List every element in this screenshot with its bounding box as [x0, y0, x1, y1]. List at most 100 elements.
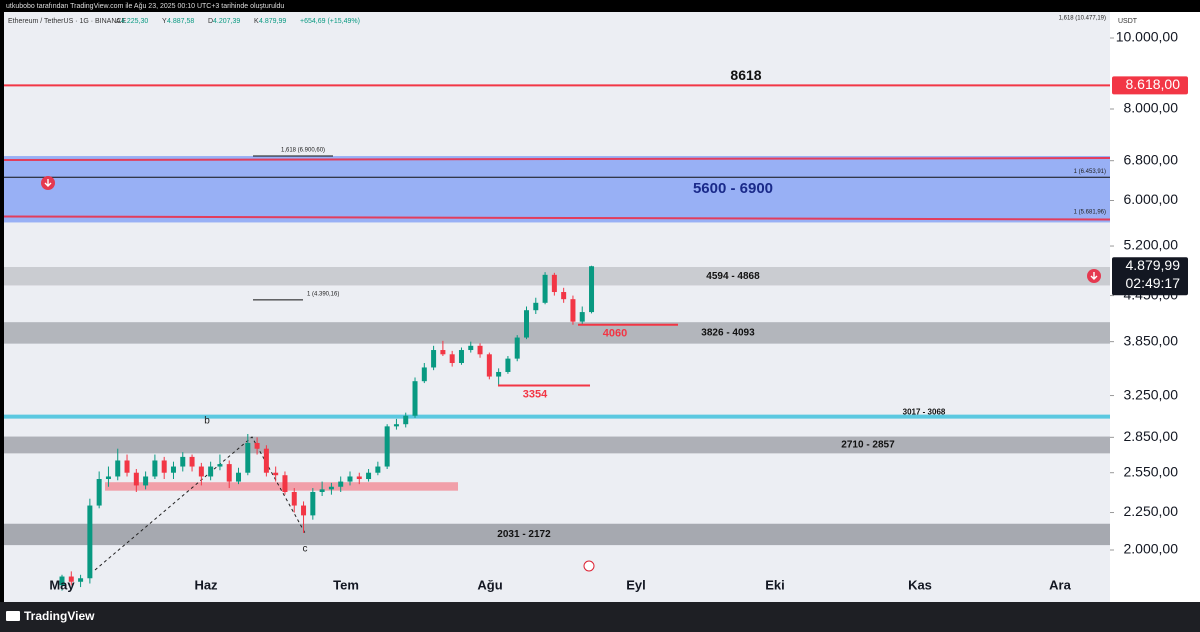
zone-label: 5600 - 6900	[693, 180, 773, 197]
fib-label: 1 (4.390,16)	[307, 291, 339, 297]
candle-body	[579, 312, 585, 322]
candle-body	[245, 442, 251, 473]
price-axis	[1110, 12, 1200, 602]
wave-path	[94, 436, 306, 571]
candle-body	[421, 367, 427, 382]
candle-body	[524, 310, 529, 338]
candle-body	[115, 460, 121, 477]
support-label: 4060	[603, 328, 627, 340]
candle-body	[152, 460, 158, 477]
zone-label: 2710 - 2857	[841, 440, 895, 451]
candle-body	[561, 292, 567, 300]
candle-body	[273, 472, 279, 476]
price-tag	[1112, 76, 1188, 95]
price-tick-label: 2.550,00	[1124, 463, 1179, 479]
candle-body	[208, 466, 214, 477]
candle-body	[226, 464, 232, 482]
candle-body	[570, 299, 576, 322]
candle-body	[542, 274, 548, 303]
level-label: 8618	[730, 67, 761, 83]
candle-body	[59, 576, 65, 586]
candle-body	[161, 460, 167, 473]
time-label: Eki	[765, 577, 785, 592]
candle-body	[477, 345, 483, 355]
alert-arrow	[1090, 272, 1098, 280]
candle-body	[68, 576, 74, 582]
candle-body	[263, 448, 269, 473]
candle-body	[328, 486, 334, 490]
ohlc-value: 4.879,99	[259, 18, 286, 25]
price-tick-label: 2.250,00	[1124, 503, 1179, 519]
candle-body	[310, 491, 316, 516]
candle-body	[170, 466, 176, 473]
price-tick-label: 10.000,00	[1116, 29, 1178, 45]
fib-label: 1 (6.453,91)	[1074, 169, 1106, 175]
ohlc-key: K	[254, 18, 259, 25]
branding: TradingView	[24, 609, 95, 623]
price-tick-label: 5.200,00	[1124, 237, 1179, 253]
price-tick-label: 6.800,00	[1124, 151, 1179, 167]
credit: utkubobo tarafından TradingView.com ile …	[6, 3, 284, 10]
zone	[4, 436, 1110, 454]
ohlc-key: Y	[162, 18, 167, 25]
candle-body	[384, 426, 390, 467]
candle-body	[301, 505, 307, 516]
candle-body	[198, 466, 204, 477]
candle-body	[431, 350, 437, 368]
candle-body	[291, 491, 297, 506]
candle-body	[366, 472, 372, 480]
fib-label: 1 (5.681,96)	[1074, 209, 1106, 215]
fib-label: 1,618 (6.900,60)	[281, 148, 325, 154]
zone-edge	[3, 157, 1111, 162]
zone	[4, 523, 1110, 546]
candle-body	[319, 489, 325, 492]
candle-body	[338, 481, 344, 487]
zone-edge	[3, 215, 1111, 221]
time-label: Kas	[908, 577, 932, 592]
ohlc-key: A	[116, 18, 121, 25]
candle-body	[393, 424, 399, 427]
candle-body	[440, 350, 446, 355]
candle-body	[375, 466, 381, 473]
fib-label: 1,618 (10.477,19)	[1059, 16, 1106, 22]
time-label: Ağu	[477, 577, 502, 592]
time-label: Tem	[333, 577, 359, 592]
price-tick-label: 8.000,00	[1124, 100, 1179, 116]
candle-body	[468, 345, 474, 351]
candle-body	[96, 479, 102, 506]
candle-body	[180, 456, 186, 467]
ohlc-value: 4.225,30	[121, 18, 148, 25]
support-label: 3354	[523, 388, 548, 400]
price-tick-label: 3.850,00	[1124, 332, 1179, 348]
candle-body	[254, 442, 260, 449]
candle-body	[105, 476, 111, 480]
candle-body	[533, 302, 539, 311]
time-label: May	[49, 577, 75, 592]
time-label: Ara	[1049, 577, 1071, 592]
price-tag-label: 4.879,99	[1126, 257, 1181, 273]
candle-body	[505, 358, 511, 372]
zone	[4, 267, 1110, 286]
ohlc-value: 4.207,39	[213, 18, 240, 25]
candle-body	[403, 415, 409, 425]
candle-body	[356, 476, 362, 480]
zone-label: 3826 - 4093	[701, 328, 755, 339]
ohlc-change: +654,69 (+15,49%)	[300, 18, 360, 25]
zone	[4, 156, 1110, 223]
candle-body	[217, 464, 223, 467]
price-tick-label: 6.000,00	[1124, 191, 1179, 207]
candle-body	[143, 476, 149, 486]
candle-body	[496, 371, 502, 377]
candle-body	[589, 266, 595, 313]
candle-body	[87, 505, 93, 579]
candle-body	[412, 381, 418, 416]
wave-label: c	[303, 544, 308, 555]
event-icon	[583, 560, 595, 572]
level-label: 3017 - 3068	[903, 408, 946, 417]
candle-body	[282, 475, 288, 492]
price-tick-label: 2.000,00	[1124, 541, 1179, 557]
candle-body	[133, 472, 139, 486]
ohlc-key: D	[208, 18, 213, 25]
candle-body	[551, 274, 557, 293]
price-tag	[1112, 257, 1188, 296]
